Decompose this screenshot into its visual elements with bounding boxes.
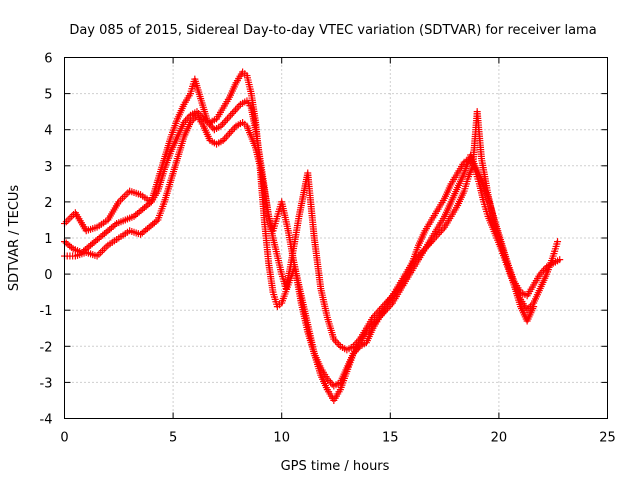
data-point-interp <box>227 111 235 119</box>
data-point-interp <box>95 250 103 258</box>
data-point-interp <box>99 247 107 255</box>
data-point-interp <box>190 115 198 123</box>
axis-ticks: 0 5 10 15 20 25 -4 -3 -2 -1 0 1 2 3 4 5 6 <box>40 52 616 446</box>
data-point-interp <box>229 126 237 134</box>
y-tick-label: 2 <box>44 196 52 211</box>
data-point-interp <box>64 216 72 224</box>
x-tick-label: 10 <box>273 431 290 446</box>
y-tick-label: 3 <box>44 160 52 175</box>
data-point <box>530 303 538 311</box>
data-point <box>554 238 562 246</box>
data-point <box>230 108 238 116</box>
data-point-interp <box>232 106 240 114</box>
x-tick-label: 0 <box>60 431 68 446</box>
data-point-interp <box>220 118 228 126</box>
x-tick-label: 20 <box>491 431 508 446</box>
data-point-interp <box>66 214 74 222</box>
data-point <box>226 129 234 137</box>
data-point-interp <box>120 192 128 200</box>
data-point <box>223 115 231 123</box>
data-point-interp <box>118 194 126 202</box>
y-tick-label: 4 <box>44 124 52 139</box>
data-point-interp <box>68 212 76 220</box>
data-points <box>61 68 564 404</box>
x-tick-label: 25 <box>599 431 616 446</box>
data-point-interp <box>102 243 110 251</box>
x-tick-label: 15 <box>382 431 399 446</box>
data-point-interp <box>227 128 235 136</box>
data-point-interp <box>222 117 230 125</box>
y-tick-label: 5 <box>44 88 52 103</box>
grid <box>64 57 608 419</box>
plot-area-border <box>64 57 608 419</box>
data-point-interp <box>224 131 232 139</box>
chart-title: Day 085 of 2015, Sidereal Day-to-day VTE… <box>69 23 596 38</box>
data-point-interp <box>62 218 70 226</box>
x-tick-label: 5 <box>169 431 177 446</box>
y-tick-label: -2 <box>40 340 53 355</box>
y-axis-label: SDTVAR / TECUs <box>7 185 22 292</box>
y-tick-label: 1 <box>44 232 52 247</box>
data-point-interp <box>100 245 108 253</box>
data-point-interp <box>222 133 230 141</box>
data-point-interp <box>333 339 341 347</box>
data-point-interp <box>228 109 236 117</box>
data-point-interp <box>225 113 233 121</box>
y-tick-label: 6 <box>44 52 52 67</box>
data-point-interp <box>233 104 241 112</box>
y-tick-label: -4 <box>40 413 53 428</box>
data-point <box>556 256 564 264</box>
data-point-interp <box>328 380 336 388</box>
y-tick-label: 0 <box>44 268 52 283</box>
x-axis-label: GPS time / hours <box>281 459 390 474</box>
data-point-interp <box>124 189 132 197</box>
y-tick-label: -3 <box>40 376 53 391</box>
y-tick-label: -1 <box>40 304 53 319</box>
